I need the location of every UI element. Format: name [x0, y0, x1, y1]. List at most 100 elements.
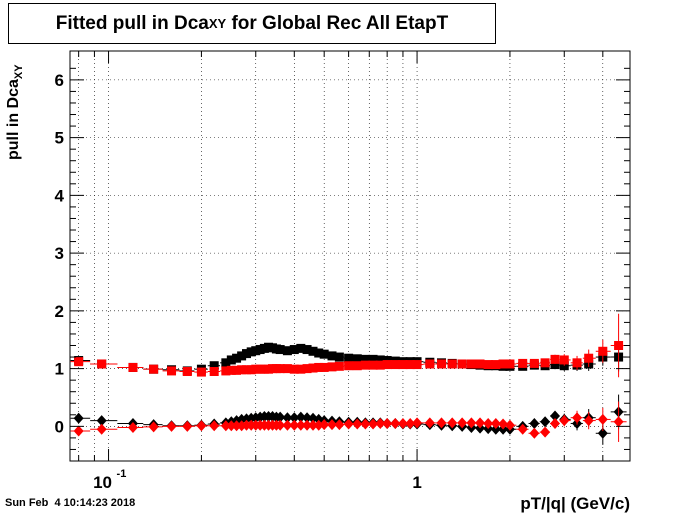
data-point-square: [498, 359, 508, 369]
data-point-diamond: [231, 420, 242, 432]
data-point-square: [540, 358, 550, 368]
data-point-diamond: [597, 427, 608, 439]
y-axis-label-main: pull in Dca: [5, 79, 22, 160]
data-point-square: [584, 353, 594, 363]
data-point-square: [237, 351, 247, 361]
data-point-square: [209, 366, 219, 376]
data-point-square: [314, 362, 324, 372]
data-point-square: [529, 358, 539, 368]
data-point-square: [232, 365, 242, 375]
data-point-diamond: [166, 420, 177, 432]
data-point-diamond: [182, 420, 193, 432]
data-point-square: [614, 341, 624, 351]
data-point-square: [327, 362, 337, 372]
data-point-square: [308, 346, 318, 356]
data-point-square: [209, 361, 219, 371]
data-point-diamond: [490, 423, 501, 435]
data-point-diamond: [540, 416, 551, 428]
data-point-diamond: [302, 412, 313, 424]
y-tick-label: 0: [55, 417, 64, 436]
data-point-diamond: [73, 412, 84, 424]
data-point-diamond: [405, 417, 416, 429]
data-point-square: [559, 355, 569, 365]
data-point-square: [550, 354, 560, 364]
data-point-diamond: [96, 423, 107, 435]
data-point-diamond: [397, 417, 408, 429]
data-point-square: [296, 343, 306, 353]
data-point-square: [405, 360, 415, 370]
data-point-square: [242, 365, 252, 375]
series-3: [70, 401, 627, 442]
data-point-square: [483, 360, 493, 370]
data-point-diamond: [466, 417, 477, 429]
data-point-diamond: [412, 417, 423, 429]
plot-frame: [69, 50, 631, 462]
data-point-square: [246, 347, 256, 357]
data-point-diamond: [529, 417, 540, 429]
data-point-diamond: [308, 419, 319, 431]
data-point-square: [221, 366, 231, 376]
data-point-square: [226, 355, 236, 365]
data-point-square: [282, 364, 292, 374]
data-point-diamond: [148, 421, 159, 433]
data-point-diamond: [382, 417, 393, 429]
data-point-square: [352, 354, 362, 364]
data-point-square: [237, 365, 247, 375]
data-point-diamond: [209, 420, 220, 432]
axis-ticks: 0 1 2 3 4 5 6 10 -1 1: [55, 51, 630, 492]
data-point-diamond: [196, 420, 207, 432]
data-point-diamond: [498, 418, 509, 430]
data-point-diamond: [282, 419, 293, 431]
data-point-square: [505, 359, 515, 369]
data-point-diamond: [572, 412, 583, 424]
data-point-square: [74, 357, 84, 367]
y-tick-label: 1: [55, 360, 64, 379]
data-point-square: [149, 364, 159, 374]
title-subscript: XY: [208, 16, 227, 31]
data-point-square: [518, 358, 528, 368]
data-point-square: [128, 362, 138, 372]
data-point-square: [375, 355, 385, 365]
data-point-square: [232, 353, 242, 363]
data-point-diamond: [127, 422, 138, 434]
y-tick-label: 4: [55, 186, 65, 205]
data-point-square: [196, 367, 206, 377]
data-point-diamond: [583, 415, 594, 427]
data-point-square: [412, 360, 422, 370]
data-point-square: [275, 364, 285, 374]
title-main: Fitted pull in Dca: [55, 12, 209, 34]
data-point-diamond: [282, 412, 293, 424]
data-point-square: [319, 362, 329, 372]
data-point-diamond: [504, 419, 515, 431]
data-point-square: [226, 365, 236, 375]
data-point-square: [167, 366, 177, 376]
data-point-square: [327, 351, 337, 361]
data-point-square: [598, 346, 608, 356]
data-point-diamond: [289, 412, 300, 424]
data-point-diamond: [343, 418, 354, 430]
data-point-square: [242, 349, 252, 359]
data-point-square: [398, 360, 408, 370]
data-point-square: [572, 358, 582, 368]
data-point-diamond: [295, 419, 306, 431]
x-tick-label: 10: [93, 473, 112, 492]
data-point-diamond: [550, 410, 561, 422]
data-point-diamond: [302, 419, 313, 431]
data-point-diamond: [352, 418, 363, 430]
data-point-diamond: [334, 419, 345, 431]
data-point-square: [302, 364, 312, 374]
data-point-square: [382, 360, 392, 370]
data-point-square: [447, 359, 457, 369]
data-point-square: [390, 360, 400, 370]
data-point-square: [275, 345, 285, 355]
data-point-diamond: [447, 417, 458, 429]
data-point-diamond: [390, 417, 401, 429]
data-point-diamond: [475, 417, 486, 429]
data-point-diamond: [375, 417, 386, 429]
data-point-diamond: [73, 425, 84, 437]
data-point-square: [282, 346, 292, 356]
data-point-diamond: [457, 417, 468, 429]
data-point-diamond: [275, 419, 286, 431]
y-tick-label: 6: [55, 71, 64, 90]
